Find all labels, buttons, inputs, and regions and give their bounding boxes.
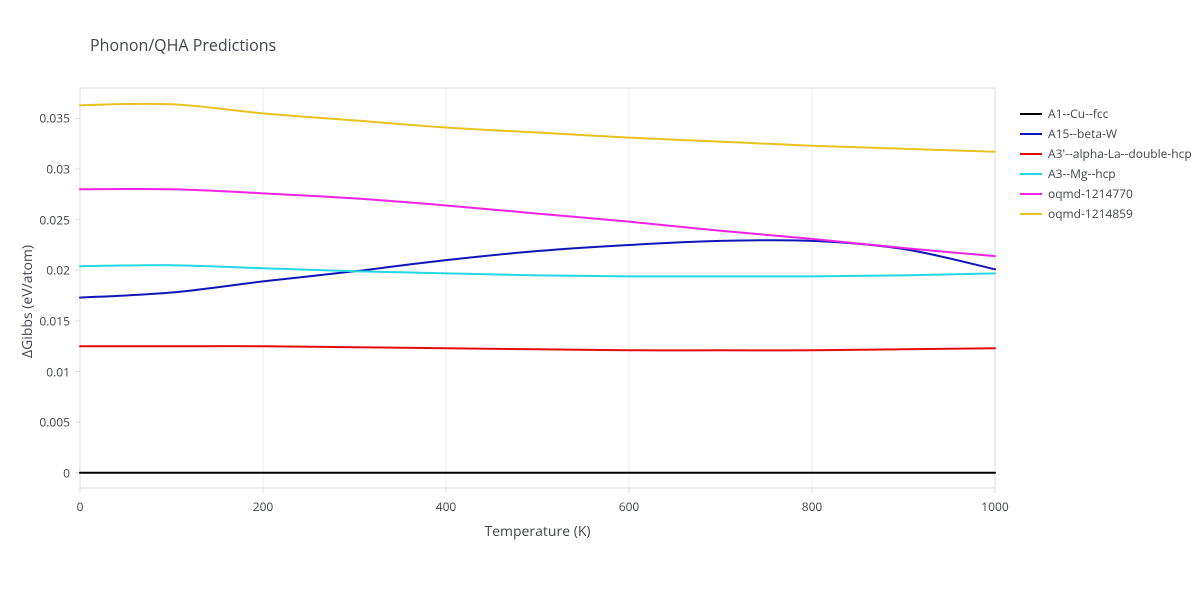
legend-item[interactable]: A15--beta-W [1020,125,1192,142]
series-line [80,189,995,256]
y-axis-label: ΔGibbs (eV/atom) [18,245,37,358]
x-tick-label: 600 [619,498,640,515]
legend-item[interactable]: A3--Mg--hcp [1020,165,1192,182]
y-tick-label: 0.015 [39,312,70,329]
x-tick-label: 0 [77,498,84,515]
series-line [80,240,995,297]
x-tick-label: 800 [802,498,823,515]
series-line [80,265,995,276]
y-tick-label: 0.005 [39,414,70,431]
legend-swatch [1020,213,1042,215]
legend: A1--Cu--fcc A15--beta-W A3'--alpha-La--dou… [1020,105,1192,222]
legend-swatch [1020,113,1042,115]
y-tick-label: 0.01 [46,363,70,380]
x-tick-label: 200 [253,498,274,515]
legend-item[interactable]: oqmd-1214770 [1020,185,1192,202]
y-tick-label: 0.025 [39,211,70,228]
legend-label: A1--Cu--fcc [1048,105,1108,122]
legend-swatch [1020,173,1042,175]
x-tick-label: 400 [436,498,457,515]
plot-area [0,0,1200,600]
legend-label: A3--Mg--hcp [1048,165,1116,182]
series-line [80,104,995,152]
chart-root: Phonon/QHA Predictions 00.0050.010.0150.… [0,0,1200,600]
y-tick-label: 0.035 [39,110,70,127]
legend-label: oqmd-1214770 [1048,185,1133,202]
y-tick-label: 0.03 [46,161,70,178]
legend-item[interactable]: A3'--alpha-La--double-hcp [1020,145,1192,162]
legend-item[interactable]: A1--Cu--fcc [1020,105,1192,122]
series-line [80,346,995,350]
legend-item[interactable]: oqmd-1214859 [1020,205,1192,222]
legend-label: oqmd-1214859 [1048,205,1133,222]
legend-swatch [1020,153,1042,155]
legend-swatch [1020,133,1042,135]
x-axis-label: Temperature (K) [484,522,590,541]
legend-swatch [1020,193,1042,195]
y-tick-label: 0 [63,464,70,481]
y-tick-label: 0.02 [46,262,70,279]
x-tick-label: 1000 [981,498,1008,515]
legend-label: A3'--alpha-La--double-hcp [1048,145,1192,162]
legend-label: A15--beta-W [1048,125,1117,142]
